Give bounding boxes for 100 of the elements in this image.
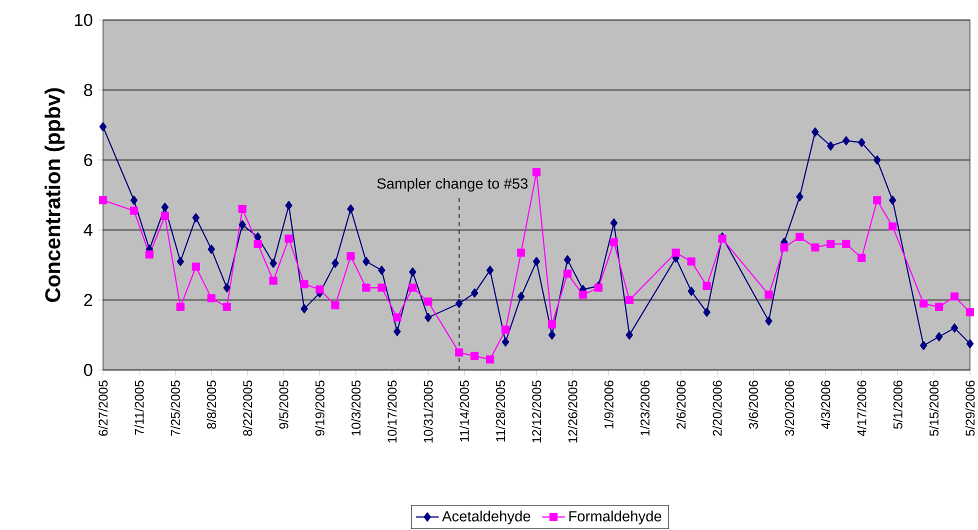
x-tick-label: 12/12/2005 [532,380,542,442]
x-tick-label: 9/5/2005 [278,380,288,429]
point [160,212,169,220]
point [145,250,154,259]
legend-label: Formaldehyde [569,510,662,524]
point [812,127,819,137]
point [98,196,108,204]
point [718,234,726,243]
x-tick-label: 2/20/2006 [712,380,722,436]
x-tick-label: 10/17/2005 [387,380,397,442]
point [269,276,278,285]
point [625,296,634,304]
point [99,122,107,132]
point [394,326,401,336]
point [161,202,169,212]
point [563,270,572,278]
x-tick-label: 7/25/2005 [170,380,180,436]
point [672,248,680,257]
point [455,348,464,357]
point [873,196,882,204]
point [470,288,478,298]
y-tick-label: 2 [84,294,92,306]
y-tick-label: 6 [84,154,92,166]
x-tick-label: 5/1/2006 [893,380,902,429]
point [594,284,603,292]
x-tick-label: 11/14/2005 [460,380,469,442]
point [548,320,556,329]
point [827,141,834,151]
point [703,308,710,317]
point [424,312,432,322]
point [796,232,804,242]
point [935,332,943,342]
x-tick-label: 11/28/2005 [496,380,506,442]
point [765,316,772,326]
point [130,196,138,205]
point [285,200,292,210]
point [378,266,386,275]
point [347,204,354,214]
point [888,222,897,231]
point [470,352,479,360]
point [610,238,618,246]
legend-label: Acetaldehyde [442,510,530,524]
point [346,252,355,260]
point [455,298,463,308]
x-tick-label: 5/29/2006 [965,380,975,436]
point [516,248,526,257]
point [192,213,200,222]
point [409,267,416,277]
point [238,220,246,230]
x-tick-label: 12/26/2005 [568,380,578,442]
point [486,355,494,364]
x-tick-label: 2/6/2006 [676,380,686,429]
point [316,285,324,294]
x-tick-label: 10/31/2005 [423,380,433,442]
y-tick-label: 4 [84,224,92,236]
point [254,240,262,248]
point [378,284,386,292]
point [934,302,944,312]
point [517,292,525,302]
point [393,313,402,322]
point [362,284,370,292]
x-tick-label: 3/20/2006 [784,380,794,436]
point [626,330,633,340]
point [331,301,340,310]
point [208,244,215,254]
point [176,302,184,312]
point [610,218,618,228]
point [502,337,510,347]
point [842,136,850,146]
point [950,323,958,333]
point [222,302,231,312]
point [238,204,246,214]
y-tick-label: 8 [84,84,92,96]
x-tick-label: 1/23/2006 [640,380,650,436]
point [966,308,974,316]
point [950,292,959,301]
point [858,254,866,262]
point [888,196,896,205]
point [919,299,928,308]
point [702,282,711,290]
point [688,286,695,296]
point [548,330,556,340]
point [858,138,866,148]
x-tick-label: 6/27/2005 [98,380,108,436]
x-tick-label: 9/19/2005 [315,380,324,436]
point [176,256,184,266]
point [362,256,370,266]
point [424,298,432,306]
point [842,240,850,248]
point [501,326,510,334]
y-tick-label: 10 [75,14,92,26]
point [532,168,541,176]
point [811,243,820,252]
point [486,266,494,275]
point [192,262,200,271]
ref-line-label: Sampler change to #53 [377,178,528,192]
point [780,243,788,252]
point [332,258,339,268]
point [284,234,293,243]
x-tick-label: 10/3/2005 [351,380,361,436]
